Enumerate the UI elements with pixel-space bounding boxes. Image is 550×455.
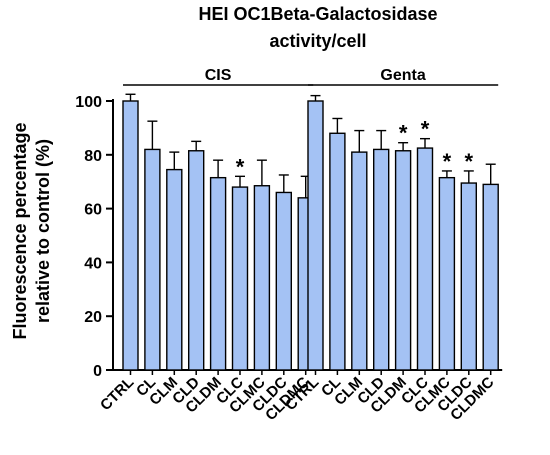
y-tick-label: 40 bbox=[84, 255, 102, 272]
significance-star: * bbox=[399, 121, 408, 146]
bar bbox=[307, 100, 324, 371]
bar bbox=[275, 191, 292, 371]
bar bbox=[231, 186, 249, 371]
significance-star: * bbox=[236, 154, 245, 179]
y-axis-label: Fluorescence percentage relative to cont… bbox=[10, 122, 53, 339]
bar bbox=[144, 148, 161, 371]
chart-title: HEI OC1Beta-Galactosidase activity/cell bbox=[198, 4, 437, 51]
bar bbox=[438, 176, 456, 371]
group-label: CIS bbox=[205, 67, 232, 84]
bar bbox=[394, 150, 412, 371]
bar bbox=[482, 183, 499, 371]
bar bbox=[329, 132, 346, 371]
bar bbox=[253, 185, 271, 371]
bar bbox=[209, 176, 227, 371]
bar bbox=[166, 168, 183, 371]
group-label: Genta bbox=[380, 67, 425, 84]
y-axis-label-line-1: Fluorescence percentage bbox=[10, 122, 30, 339]
chart-title-line-2: activity/cell bbox=[269, 31, 366, 51]
y-tick-label: 20 bbox=[84, 309, 102, 326]
bar bbox=[460, 182, 477, 371]
x-tick-label: CTRL bbox=[97, 374, 137, 414]
y-axis-label-line-2: relative to control (%) bbox=[33, 139, 53, 323]
y-tick-label: 100 bbox=[75, 94, 102, 111]
significance-star: * bbox=[465, 149, 474, 174]
y-tick-label: 60 bbox=[84, 202, 102, 219]
significance-star: * bbox=[443, 149, 452, 174]
bar bbox=[373, 148, 390, 371]
bar bbox=[187, 150, 205, 371]
significance-star: * bbox=[421, 117, 430, 142]
bar bbox=[351, 151, 368, 371]
chart-title-line-1: HEI OC1Beta-Galactosidase bbox=[198, 4, 437, 24]
y-tick-label: 0 bbox=[93, 363, 102, 380]
bar bbox=[122, 100, 139, 371]
bar bbox=[416, 147, 434, 371]
y-tick-label: 80 bbox=[84, 148, 102, 165]
